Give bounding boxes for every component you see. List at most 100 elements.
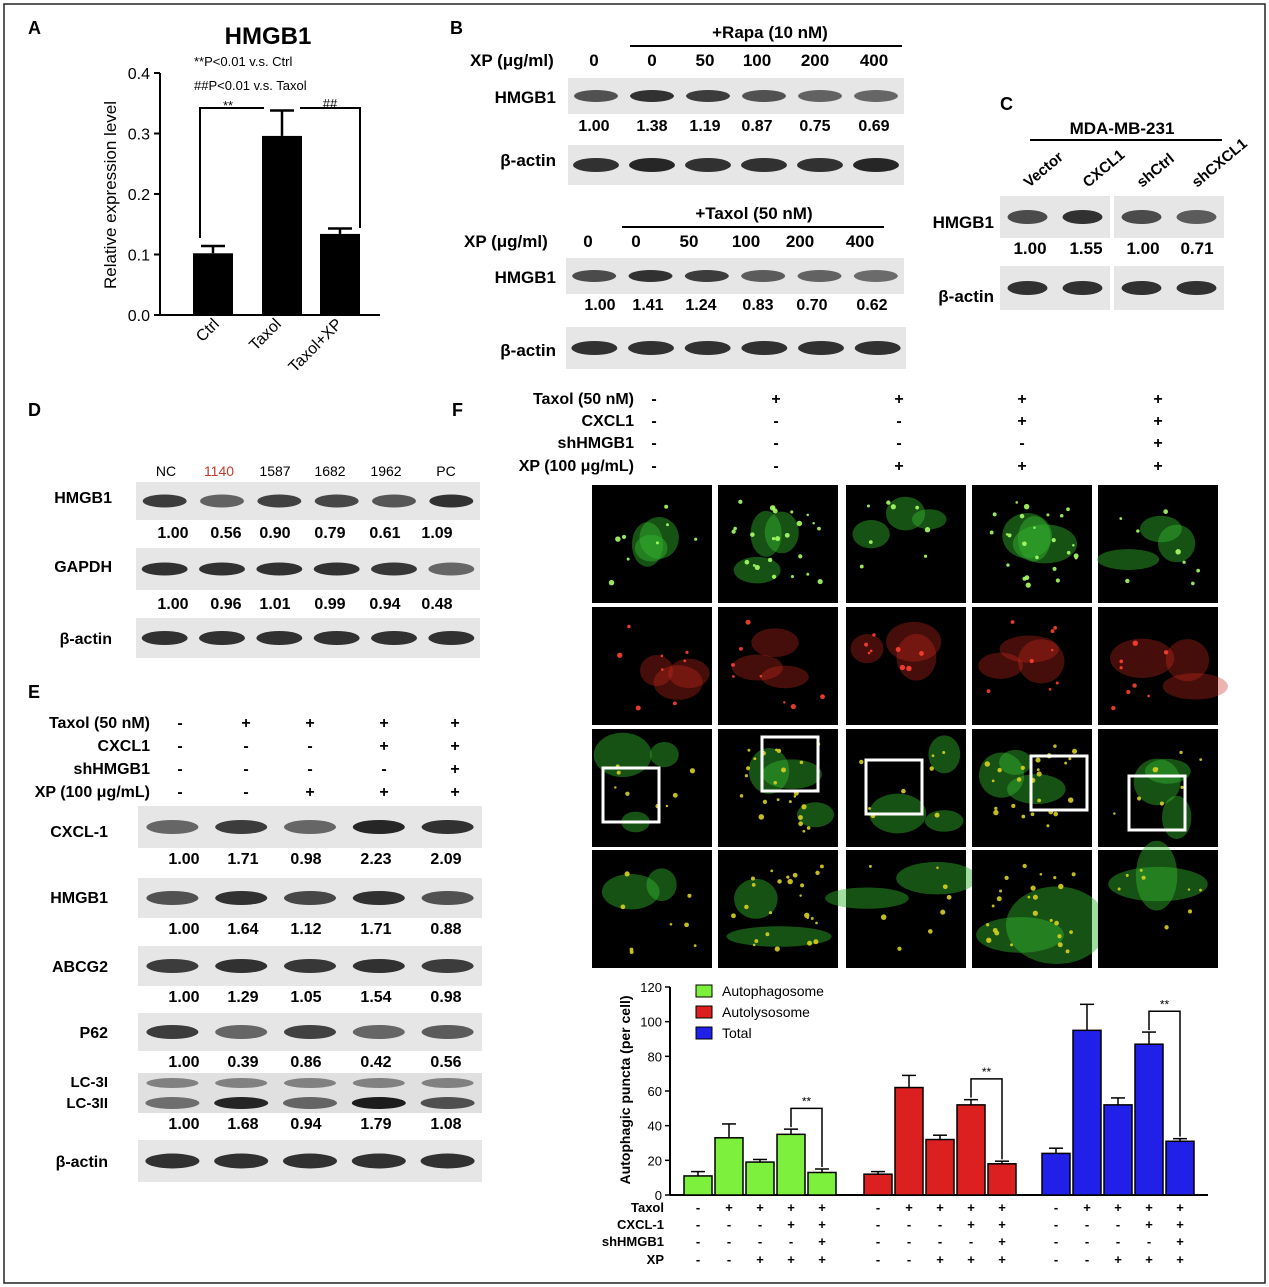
quant-value: 1.09 [421, 525, 452, 542]
puncta-dot [869, 649, 873, 653]
quant-value: 1.00 [168, 851, 199, 868]
blot-band [256, 562, 303, 576]
cell-body [1165, 639, 1210, 682]
y-axis-label: Relative expression level [101, 101, 120, 289]
puncta-dot [1020, 765, 1025, 770]
sig-bracket [790, 1107, 823, 1167]
cell-body [732, 654, 783, 681]
quant-value: 0.75 [799, 118, 830, 135]
puncta-dot [801, 804, 807, 810]
condition-mark: - [727, 1252, 731, 1267]
blot-band [1062, 281, 1103, 295]
blot-label-lc3i: LC-3I [71, 1074, 109, 1091]
puncta-dot [1023, 503, 1030, 510]
condition-label: XP (100 μg/mL) [519, 458, 634, 475]
condition-mark: + [967, 1217, 975, 1232]
cell-body [1157, 524, 1196, 563]
quant-value: 1.08 [430, 1116, 461, 1133]
condition-label: Taxol (50 nM) [533, 391, 634, 408]
lane-label: Vector [1021, 148, 1067, 191]
puncta-dot [1027, 895, 1031, 899]
blot-band [352, 1025, 405, 1039]
micrograph-tile [972, 850, 1092, 968]
puncta-dot [806, 513, 810, 517]
bar-autophagosome [714, 1137, 744, 1196]
condition-mark: - [758, 1234, 762, 1249]
condition-mark: + [1017, 391, 1026, 408]
puncta-dot [1072, 748, 1078, 754]
condition-mark: + [998, 1200, 1006, 1215]
bar-group [193, 109, 360, 315]
puncta-dot [744, 559, 750, 565]
blot-band [284, 820, 336, 834]
blot-band [574, 90, 618, 102]
puncta-dot [750, 532, 755, 537]
puncta-dot [994, 806, 998, 811]
puncta-dot [665, 523, 669, 527]
bar-autophagosome [807, 1171, 837, 1196]
condition-mark: + [936, 1200, 944, 1215]
quant-value: 0.61 [369, 525, 400, 542]
cell-body [646, 868, 677, 902]
quant-value: 1.79 [360, 1116, 391, 1133]
blot-band [215, 820, 268, 834]
blot-band [141, 631, 188, 645]
quant-value: 0.90 [259, 525, 290, 542]
puncta-dot [687, 893, 692, 898]
blot-band [146, 891, 199, 905]
blot-label: ABCG2 [52, 959, 108, 976]
condition-mark: - [773, 458, 778, 475]
blot-band [352, 891, 405, 905]
cell-body [761, 665, 809, 689]
blot-band [351, 1153, 406, 1169]
blot-label-hmgb1: HMGB1 [933, 213, 994, 232]
condition-mark: + [756, 1252, 764, 1267]
blot-band [573, 158, 619, 172]
x-tick-taxol: Taxol [246, 316, 284, 354]
puncta-dot [1032, 910, 1038, 916]
dose-label-top: XP (μg/ml) [470, 51, 554, 70]
puncta-dot [783, 701, 786, 704]
condition-mark: + [1017, 458, 1026, 475]
puncta-dot [608, 579, 615, 586]
cell-body [601, 874, 660, 910]
puncta-dot [626, 557, 630, 561]
cell-body [1108, 866, 1208, 902]
condition-mark: + [379, 784, 388, 801]
puncta-dot [946, 894, 952, 900]
lane-label: shCXCL1 [1189, 135, 1251, 191]
puncta-dot [754, 564, 760, 571]
puncta-dot [817, 526, 821, 531]
blot-band [421, 1025, 474, 1039]
treatment-label-rapa: +Rapa (10 nM) [712, 23, 828, 42]
cell-body [1133, 758, 1181, 806]
condition-mark: + [379, 715, 388, 732]
puncta-dot [1191, 581, 1195, 586]
condition-mark: + [894, 391, 903, 408]
condition-mark: - [758, 1217, 762, 1232]
cell-body [850, 634, 884, 664]
dose-value: 200 [801, 51, 829, 70]
y-tick-label: 0.3 [128, 127, 150, 144]
panel-a-bar-chart: HMGB1 **P<0.01 v.s. Ctrl ##P<0.01 v.s. T… [101, 23, 380, 376]
micrograph-tile [1098, 729, 1218, 847]
micrograph-tile [718, 485, 838, 603]
condition-mark: - [307, 761, 312, 778]
dose-value: 0 [589, 51, 598, 70]
sig-label: ** [1160, 997, 1170, 1011]
legend-swatch [695, 1005, 713, 1019]
puncta-dot [660, 654, 664, 658]
condition-mark: - [1054, 1252, 1058, 1267]
blot-background [568, 78, 904, 114]
lane-label: PC [436, 463, 455, 479]
condition-table: Taxol (50 nM) - + + + + CXCL1 - - - + + shHMGB1 - - - - +… [35, 715, 460, 801]
cell-body [764, 511, 799, 554]
puncta-dot [1006, 563, 1010, 567]
blot-band [421, 1078, 474, 1088]
micrograph-tile [972, 607, 1092, 725]
puncta-dot [1074, 556, 1078, 560]
puncta-dot [1037, 798, 1042, 803]
condition-mark: - [696, 1252, 700, 1267]
dose-value: 0 [631, 232, 640, 251]
dose-value: 100 [732, 232, 760, 251]
